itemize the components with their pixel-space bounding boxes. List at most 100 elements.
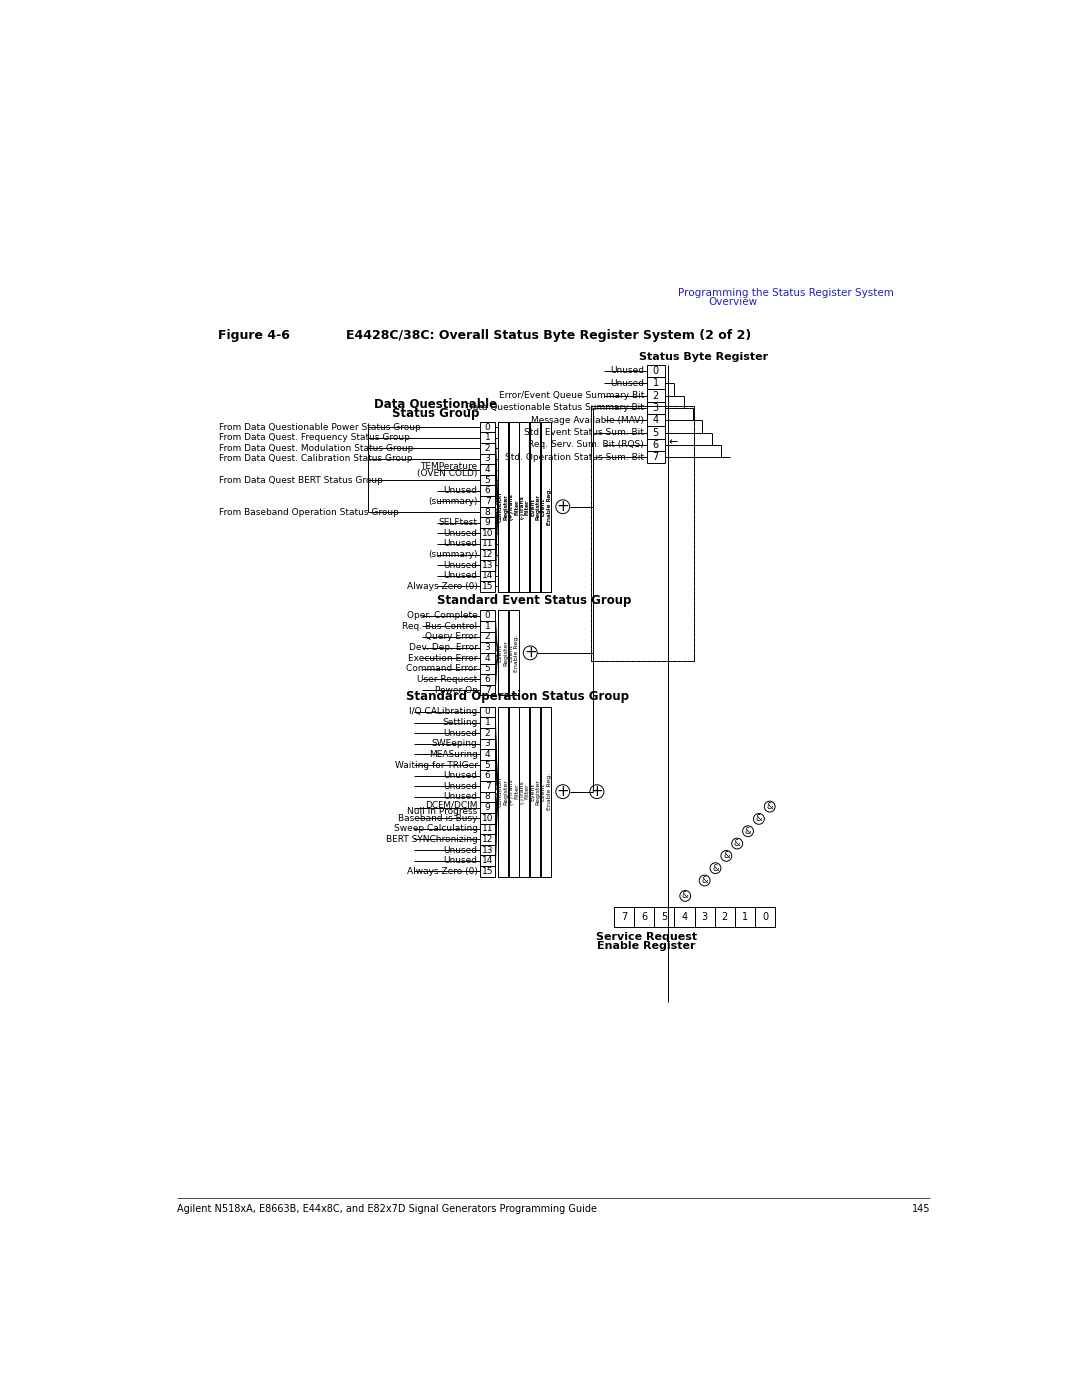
Bar <box>480 528 496 539</box>
Bar <box>480 443 496 454</box>
Bar <box>519 422 529 592</box>
Bar <box>647 390 665 402</box>
Text: Unused: Unused <box>444 539 477 549</box>
Text: 5: 5 <box>652 427 659 437</box>
Bar <box>541 422 551 592</box>
Bar <box>480 792 496 802</box>
Text: 9: 9 <box>485 803 490 812</box>
Bar <box>498 422 508 592</box>
Bar <box>498 422 508 592</box>
Bar <box>480 813 496 823</box>
Text: 0: 0 <box>762 912 768 922</box>
Circle shape <box>590 785 604 799</box>
Text: 2: 2 <box>485 729 490 738</box>
Text: +: + <box>556 499 569 514</box>
Text: Unused: Unused <box>444 486 477 496</box>
Text: Unused: Unused <box>444 529 477 538</box>
Bar <box>480 685 496 696</box>
Bar <box>480 834 496 845</box>
Text: Event
Register: Event Register <box>530 493 541 520</box>
Text: Waiting for TRIGer: Waiting for TRIGer <box>394 760 477 770</box>
Text: Std. Event Status Sum. Bit: Std. Event Status Sum. Bit <box>524 427 644 437</box>
Text: 2: 2 <box>485 444 490 453</box>
Bar <box>480 610 496 622</box>
Text: 1: 1 <box>485 433 490 443</box>
Bar <box>480 664 496 675</box>
Circle shape <box>754 813 765 824</box>
Text: Figure 4-6: Figure 4-6 <box>218 330 289 342</box>
Text: 12: 12 <box>482 550 494 559</box>
Text: (-)Trans
Filter: (-)Trans Filter <box>519 780 530 803</box>
Text: Unused: Unused <box>610 366 644 376</box>
Text: 0: 0 <box>652 366 659 376</box>
Text: 6: 6 <box>485 486 490 496</box>
Text: Event
Enable Reg.: Event Enable Reg. <box>509 634 519 672</box>
Text: I/Q CALibrating: I/Q CALibrating <box>409 707 477 717</box>
Circle shape <box>679 890 691 901</box>
Text: 15: 15 <box>482 583 494 591</box>
Bar <box>519 707 529 877</box>
Bar <box>480 845 496 855</box>
Circle shape <box>721 851 732 862</box>
Text: Execution Error: Execution Error <box>408 654 477 662</box>
Circle shape <box>699 875 710 886</box>
Bar <box>674 908 694 928</box>
Bar <box>480 643 496 652</box>
Text: 5: 5 <box>485 476 490 485</box>
Text: Always Zero (0): Always Zero (0) <box>407 868 477 876</box>
Bar <box>480 549 496 560</box>
Text: &: & <box>734 840 741 848</box>
Text: 0: 0 <box>485 422 490 432</box>
Bar <box>647 439 665 451</box>
Bar <box>498 707 508 877</box>
Text: From Data Quest. Calibration Status Group: From Data Quest. Calibration Status Grou… <box>218 454 413 464</box>
Text: Error/Event Queue Summary Bit: Error/Event Queue Summary Bit <box>499 391 644 400</box>
Text: Settling: Settling <box>442 718 477 726</box>
Bar <box>480 802 496 813</box>
Text: Overview: Overview <box>708 298 758 307</box>
Text: 7: 7 <box>652 453 659 462</box>
Text: &: & <box>724 851 730 861</box>
Text: Condition
Register: Condition Register <box>497 492 508 522</box>
Text: &: & <box>712 863 718 873</box>
Text: (-)Trans
Filter: (-)Trans Filter <box>519 495 530 518</box>
Text: Unused: Unused <box>444 792 477 802</box>
Bar <box>647 365 665 377</box>
Bar <box>592 407 693 661</box>
Text: (+)Trans
Filter: (+)Trans Filter <box>509 778 519 805</box>
Text: Event
Enable Reg.: Event Enable Reg. <box>541 488 552 525</box>
Text: Power On: Power On <box>434 686 477 694</box>
Text: Standard Event Status Group: Standard Event Status Group <box>437 594 632 606</box>
Text: Condition
Register: Condition Register <box>497 492 508 522</box>
Text: 13: 13 <box>482 845 494 855</box>
Text: 1: 1 <box>742 912 748 922</box>
Bar <box>715 908 734 928</box>
Text: 4: 4 <box>485 654 490 662</box>
Text: Data Questionable Status Summary Bit: Data Questionable Status Summary Bit <box>467 404 644 412</box>
Text: 1: 1 <box>652 379 659 388</box>
Text: Std. Operation Status Sum. Bit: Std. Operation Status Sum. Bit <box>505 453 644 461</box>
Bar <box>509 707 518 877</box>
Bar <box>480 432 496 443</box>
Text: 9: 9 <box>485 518 490 527</box>
Text: 7: 7 <box>485 686 490 694</box>
Text: 3: 3 <box>702 912 707 922</box>
Text: 6: 6 <box>652 440 659 450</box>
Text: &: & <box>756 814 762 823</box>
Text: Always Zero (0): Always Zero (0) <box>407 583 477 591</box>
Text: 15: 15 <box>482 868 494 876</box>
Bar <box>509 422 518 592</box>
Text: Command Error: Command Error <box>406 665 477 673</box>
Text: &: & <box>767 802 773 812</box>
Text: Condition
Register: Condition Register <box>497 777 508 806</box>
Text: Unused: Unused <box>444 729 477 738</box>
Circle shape <box>765 802 775 812</box>
Text: Req. Bus Control: Req. Bus Control <box>403 622 477 631</box>
Bar <box>480 749 496 760</box>
Text: 6: 6 <box>485 675 490 685</box>
Bar <box>734 908 755 928</box>
Text: 13: 13 <box>482 560 494 570</box>
Bar <box>480 717 496 728</box>
Bar <box>480 422 496 432</box>
Text: Programming the Status Register System: Programming the Status Register System <box>677 288 893 298</box>
